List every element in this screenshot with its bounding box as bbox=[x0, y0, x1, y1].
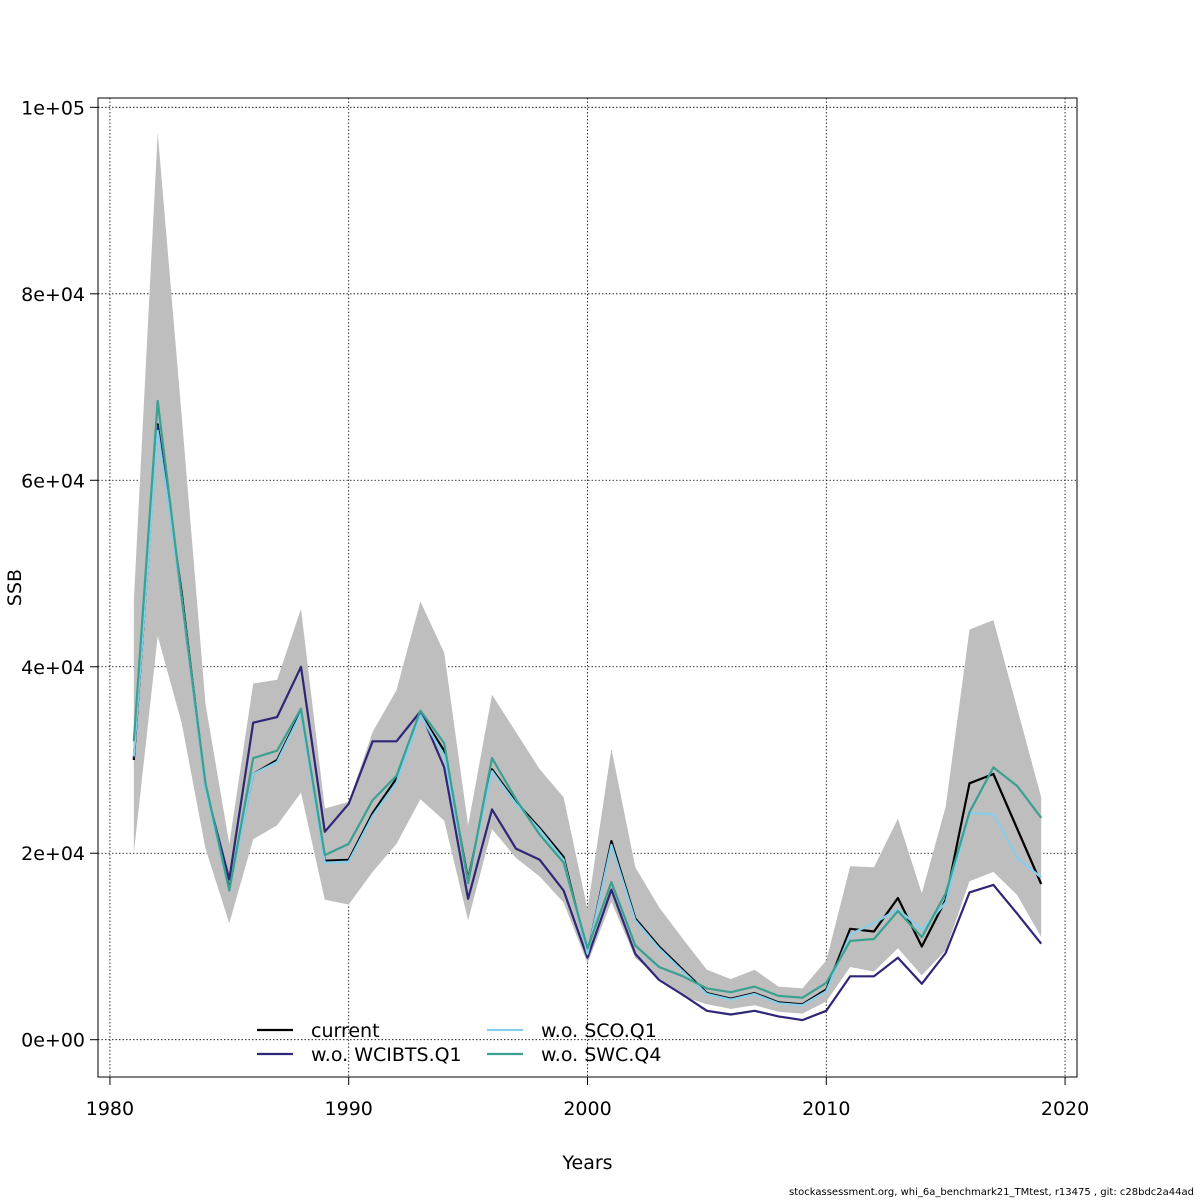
y-tick-label: 0e+00 bbox=[21, 1030, 85, 1052]
x-axis-title: Years bbox=[561, 1152, 612, 1174]
legend-label: w.o. SCO.Q1 bbox=[541, 1020, 657, 1042]
x-tick-label: 1990 bbox=[325, 1098, 373, 1120]
y-tick-label: 6e+04 bbox=[21, 470, 85, 492]
series-line-1 bbox=[132, 425, 1043, 1022]
legend-label: w.o. SWC.Q4 bbox=[541, 1044, 661, 1066]
x-tick-label: 2020 bbox=[1041, 1098, 1089, 1120]
series-line-3 bbox=[132, 399, 1043, 999]
x-axis: 1980 1990 2000 2010 2020 bbox=[86, 1076, 1089, 1120]
confidence-band bbox=[133, 132, 1042, 1014]
x-tick-label: 2000 bbox=[563, 1098, 611, 1120]
legend-label: current bbox=[311, 1020, 380, 1042]
legend-label: w.o. WCIBTS.Q1 bbox=[311, 1044, 462, 1066]
y-axis: 0e+00 2e+04 4e+04 6e+04 8e+04 1e+05 bbox=[21, 97, 99, 1052]
footer-credit: stockassessment.org, whi_6a_benchmark21_… bbox=[789, 1187, 1194, 1198]
y-tick-label: 1e+05 bbox=[21, 97, 85, 119]
y-tick-label: 8e+04 bbox=[21, 284, 85, 306]
series-lines bbox=[132, 399, 1043, 1022]
x-tick-label: 1980 bbox=[86, 1098, 134, 1120]
series-line-2 bbox=[132, 429, 1042, 1007]
y-tick-label: 2e+04 bbox=[21, 843, 85, 865]
y-tick-label: 4e+04 bbox=[21, 657, 85, 679]
y-axis-title: SSB bbox=[4, 569, 26, 606]
x-tick-label: 2010 bbox=[802, 1098, 850, 1120]
